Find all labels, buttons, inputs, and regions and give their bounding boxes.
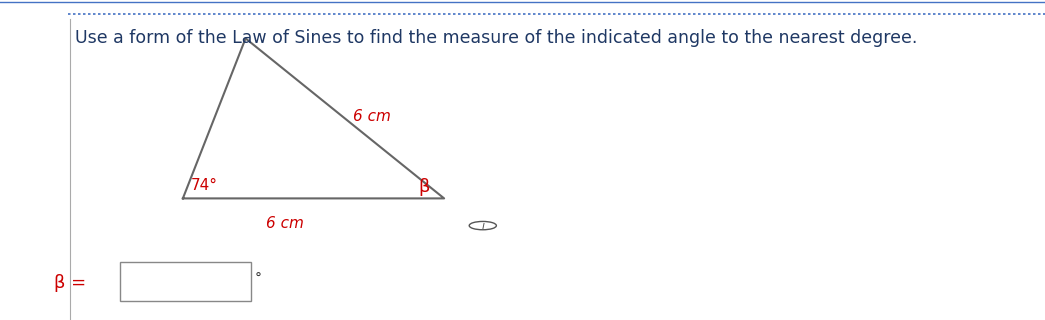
Text: 6 cm: 6 cm [353, 109, 391, 124]
FancyBboxPatch shape [120, 262, 251, 301]
Text: 74°: 74° [191, 178, 218, 193]
Text: 6 cm: 6 cm [266, 217, 304, 231]
Text: β: β [418, 178, 429, 196]
Text: β =: β = [53, 274, 86, 292]
Text: °: ° [255, 271, 262, 285]
Text: i: i [482, 220, 484, 231]
Text: Use a form of the Law of Sines to find the measure of the indicated angle to the: Use a form of the Law of Sines to find t… [75, 29, 918, 47]
